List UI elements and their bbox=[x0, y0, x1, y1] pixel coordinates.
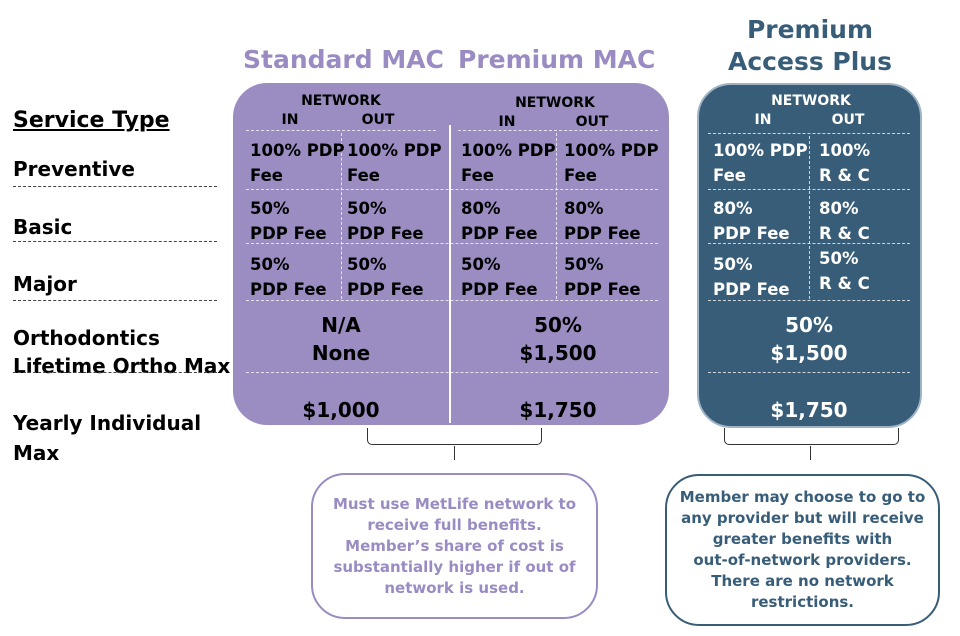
premium-major-in: 50% PDP Fee bbox=[461, 255, 538, 299]
mac-plans-panel bbox=[233, 83, 669, 425]
plus-brace-tip bbox=[810, 446, 811, 460]
plan-divider-line bbox=[449, 125, 451, 423]
plus-ortho-max-value: $1,500 bbox=[770, 341, 848, 365]
premium-mac-title: Premium MAC bbox=[458, 45, 656, 74]
premium-preventive-in: 100% PDP Fee bbox=[461, 141, 556, 185]
plus-basic-in: 80% PDP Fee bbox=[713, 199, 790, 243]
plus-network-note: Member may choose to go to any provider … bbox=[665, 474, 940, 626]
plus-basic-out: 80% R & C bbox=[819, 199, 870, 243]
premium-out-header: OUT bbox=[575, 114, 609, 130]
row-label-yearly-max-line2: Max bbox=[13, 441, 60, 465]
standard-out-header: OUT bbox=[361, 112, 395, 128]
plus-preventive-in: 100% PDP Fee bbox=[713, 141, 808, 185]
plus-out-header: OUT bbox=[831, 112, 865, 128]
mac-network-note: Must use MetLife network to receive full… bbox=[311, 473, 598, 619]
standard-in-header: IN bbox=[281, 112, 299, 128]
premium-basic-out: 80% PDP Fee bbox=[564, 199, 641, 243]
premium-ortho-max-value: $1,500 bbox=[519, 341, 597, 365]
row-label-yearly-max-line1: Yearly Individual bbox=[13, 411, 202, 435]
plus-brace bbox=[724, 428, 899, 445]
plus-in-header: IN bbox=[754, 112, 772, 128]
standard-major-in: 50% PDP Fee bbox=[250, 255, 327, 299]
premium-access-plus-title: Premium Access Plus bbox=[690, 14, 930, 78]
row-divider bbox=[13, 372, 217, 373]
plus-network-header: NETWORK bbox=[771, 93, 851, 109]
plus-major-in: 50% PDP Fee bbox=[713, 255, 790, 299]
mac-brace bbox=[367, 428, 542, 445]
grid-line bbox=[246, 372, 658, 373]
row-divider bbox=[13, 300, 217, 301]
grid-line bbox=[341, 133, 342, 299]
grid-line bbox=[809, 136, 810, 299]
plus-yearly-max-value: $1,750 bbox=[770, 398, 848, 422]
row-label-basic: Basic bbox=[13, 215, 73, 239]
grid-line bbox=[708, 372, 910, 373]
plus-ortho-value: 50% bbox=[785, 313, 833, 337]
grid-line bbox=[708, 133, 910, 134]
standard-basic-out: 50% PDP Fee bbox=[347, 199, 424, 243]
standard-preventive-out: 100% PDP Fee bbox=[347, 141, 442, 185]
standard-yearly-max-value: $1,000 bbox=[302, 398, 380, 422]
row-label-major: Major bbox=[13, 272, 77, 296]
standard-basic-in: 50% PDP Fee bbox=[250, 199, 327, 243]
premium-preventive-out: 100% PDP Fee bbox=[564, 141, 659, 185]
row-label-lifetime-ortho-max: Lifetime Ortho Max bbox=[13, 354, 231, 378]
service-type-heading: Service Type bbox=[13, 108, 170, 133]
grid-line bbox=[246, 300, 658, 301]
grid-line bbox=[458, 130, 658, 131]
premium-access-plus-title-line2: Access Plus bbox=[728, 47, 892, 76]
grid-line bbox=[246, 243, 658, 244]
grid-line bbox=[708, 300, 910, 301]
standard-ortho-value: N/A bbox=[321, 313, 361, 337]
row-divider bbox=[13, 186, 217, 187]
premium-in-header: IN bbox=[498, 114, 516, 130]
standard-ortho-max-value: None bbox=[311, 341, 371, 365]
premium-yearly-max-value: $1,750 bbox=[519, 398, 597, 422]
premium-access-plus-title-line1: Premium bbox=[746, 15, 874, 44]
plus-preventive-out: 100% R & C bbox=[819, 141, 870, 185]
standard-mac-title: Standard MAC bbox=[243, 45, 444, 74]
row-divider bbox=[13, 241, 217, 242]
grid-line bbox=[246, 189, 658, 190]
mac-brace-tip bbox=[454, 446, 455, 460]
premium-ortho-value: 50% bbox=[534, 313, 582, 337]
premium-basic-in: 80% PDP Fee bbox=[461, 199, 538, 243]
grid-line bbox=[556, 133, 557, 299]
premium-major-out: 50% PDP Fee bbox=[564, 255, 641, 299]
row-label-orthodontics: Orthodontics bbox=[13, 326, 160, 350]
premium-network-header: NETWORK bbox=[515, 95, 595, 111]
standard-major-out: 50% PDP Fee bbox=[347, 255, 424, 299]
standard-preventive-in: 100% PDP Fee bbox=[250, 141, 345, 185]
plus-major-out: 50% R & C bbox=[819, 249, 870, 293]
standard-network-header: NETWORK bbox=[301, 93, 381, 109]
row-label-preventive: Preventive bbox=[13, 157, 135, 181]
grid-line bbox=[246, 130, 436, 131]
